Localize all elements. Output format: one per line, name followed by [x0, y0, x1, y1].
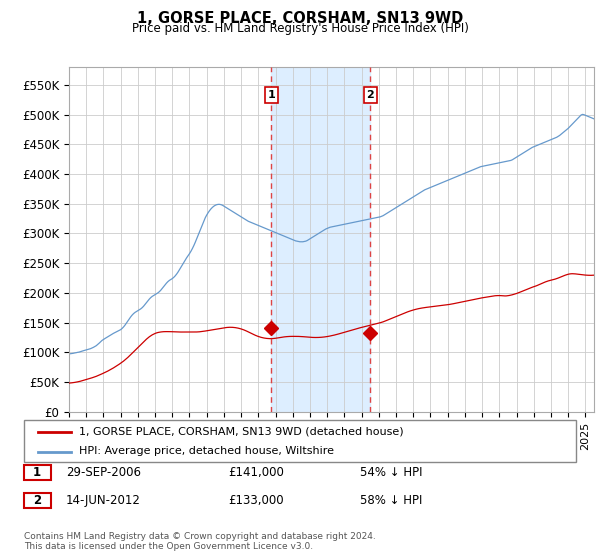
Bar	[271, 67, 370, 412]
FancyBboxPatch shape	[24, 420, 576, 462]
Text: 14-JUN-2012: 14-JUN-2012	[66, 494, 141, 507]
Text: 2: 2	[367, 90, 374, 100]
Text: Contains HM Land Registry data © Crown copyright and database right 2024.
This d: Contains HM Land Registry data © Crown c…	[24, 532, 376, 552]
Text: 54% ↓ HPI: 54% ↓ HPI	[360, 466, 422, 479]
Text: 2: 2	[33, 494, 41, 507]
Text: 1: 1	[268, 90, 275, 100]
Text: 1: 1	[33, 466, 41, 479]
Text: 1, GORSE PLACE, CORSHAM, SN13 9WD: 1, GORSE PLACE, CORSHAM, SN13 9WD	[137, 11, 463, 26]
Text: 29-SEP-2006: 29-SEP-2006	[66, 466, 141, 479]
Text: 1, GORSE PLACE, CORSHAM, SN13 9WD (detached house): 1, GORSE PLACE, CORSHAM, SN13 9WD (detac…	[79, 427, 404, 437]
Text: £133,000: £133,000	[228, 494, 284, 507]
Text: 58% ↓ HPI: 58% ↓ HPI	[360, 494, 422, 507]
Text: HPI: Average price, detached house, Wiltshire: HPI: Average price, detached house, Wilt…	[79, 446, 334, 456]
Text: £141,000: £141,000	[228, 466, 284, 479]
Text: Price paid vs. HM Land Registry's House Price Index (HPI): Price paid vs. HM Land Registry's House …	[131, 22, 469, 35]
